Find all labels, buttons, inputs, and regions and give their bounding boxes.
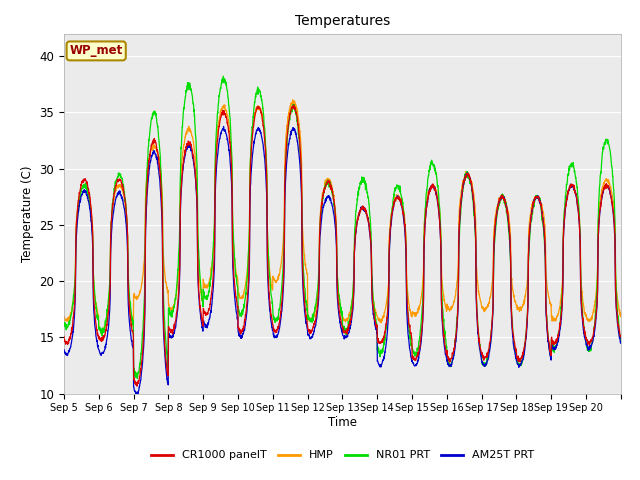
Title: Temperatures: Temperatures [295,14,390,28]
Y-axis label: Temperature (C): Temperature (C) [21,165,34,262]
Legend: CR1000 panelT, HMP, NR01 PRT, AM25T PRT: CR1000 panelT, HMP, NR01 PRT, AM25T PRT [146,446,539,465]
X-axis label: Time: Time [328,416,357,429]
Text: WP_met: WP_met [70,44,123,58]
